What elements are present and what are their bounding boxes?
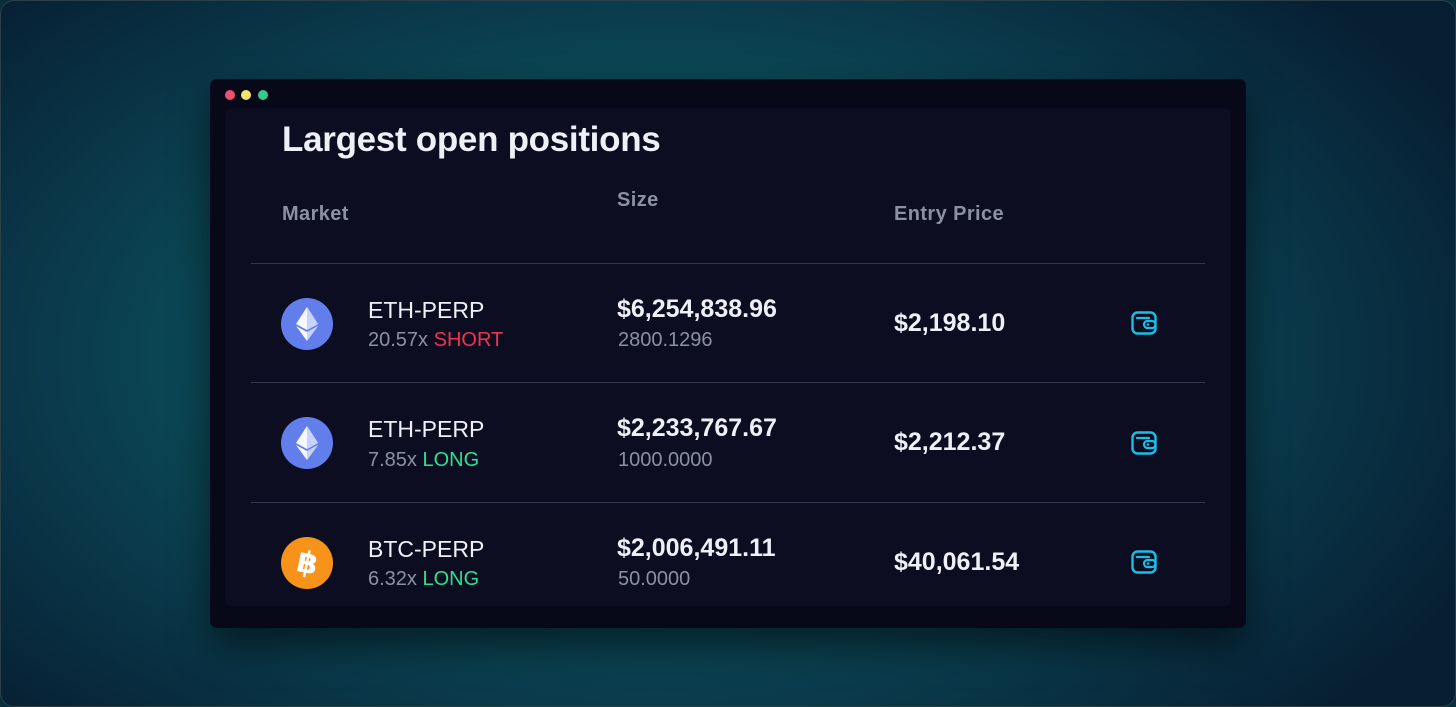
entry-price: $40,061.54	[894, 548, 1020, 576]
positions-panel	[225, 108, 1231, 606]
close-window-dot[interactable]	[225, 90, 235, 100]
leverage-side: 7.85x LONG	[368, 449, 479, 472]
row-divider	[251, 382, 1205, 383]
maximize-window-dot[interactable]	[258, 90, 268, 100]
market-name: ETH-PERP	[368, 297, 485, 323]
entry-price: $2,212.37	[894, 428, 1006, 456]
market-name: ETH-PERP	[368, 416, 485, 442]
size-usd: $2,006,491.11	[617, 534, 776, 562]
ethereum-icon	[281, 417, 333, 469]
column-header-entry-price: Entry Price	[894, 203, 1005, 225]
side-badge: LONG	[422, 449, 480, 471]
bitcoin-icon: ฿	[281, 537, 333, 589]
side-badge: LONG	[422, 568, 480, 590]
size-quantity: 1000.0000	[618, 449, 713, 471]
leverage-side: 6.32x LONG	[368, 568, 479, 591]
wallet-icon[interactable]	[1131, 431, 1157, 455]
leverage-value: 6.32x	[368, 568, 417, 590]
header-divider	[251, 263, 1205, 264]
market-name: BTC-PERP	[368, 536, 485, 562]
entry-price: $2,198.10	[894, 309, 1006, 337]
minimize-window-dot[interactable]	[241, 90, 251, 100]
leverage-value: 7.85x	[368, 449, 417, 471]
page-title: Largest open positions	[282, 120, 661, 159]
size-quantity: 50.0000	[618, 568, 691, 590]
size-quantity: 2800.1296	[618, 329, 713, 351]
leverage-value: 20.57x	[368, 329, 429, 351]
leverage-side: 20.57x SHORT	[368, 329, 503, 352]
side-badge: SHORT	[433, 329, 504, 351]
ethereum-icon	[281, 298, 333, 350]
column-header-market: Market	[282, 203, 349, 225]
wallet-icon[interactable]	[1131, 311, 1157, 335]
wallet-icon[interactable]	[1131, 550, 1157, 574]
column-header-size: Size	[617, 189, 659, 211]
size-usd: $6,254,838.96	[617, 295, 777, 323]
size-usd: $2,233,767.67	[617, 414, 777, 442]
row-divider	[251, 502, 1205, 503]
